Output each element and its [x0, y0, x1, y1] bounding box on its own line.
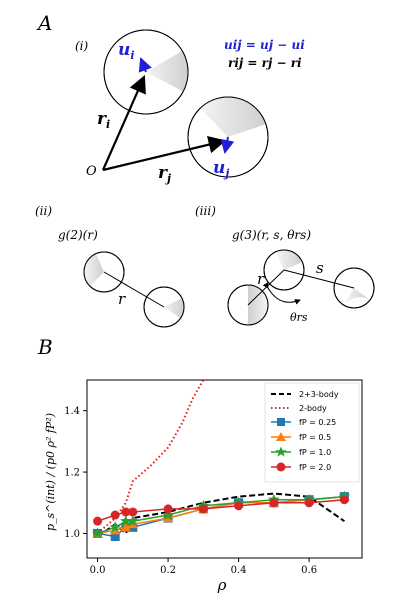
point-s4-2	[120, 515, 132, 526]
label-r-j: rj	[158, 163, 171, 185]
sub-label-ii: (ii)	[35, 204, 52, 218]
series-line-3	[97, 495, 345, 535]
label-u-j: uj	[213, 158, 229, 180]
axis-ticks: 0.0 0.2 0.4 0.6 1.0 1.2 1.4	[64, 406, 317, 576]
g3-label: g(3)(r, s, θrs)	[232, 228, 311, 242]
legend-label-fp1: fP = 1.0	[299, 448, 331, 457]
point-s5-8	[304, 498, 314, 508]
r-label-iii: r	[257, 270, 265, 288]
equation-r: rij = rj − ri	[228, 56, 302, 70]
legend-label-fp025: fP = 0.25	[299, 418, 336, 427]
theta-label-iii: θrs	[290, 311, 308, 324]
label-r-i: ri	[97, 109, 110, 131]
series-line-1	[96, 380, 205, 535]
legend-label-2body: 2-body	[299, 404, 327, 413]
series-line-4	[97, 495, 345, 535]
plot-frame	[86, 379, 363, 559]
point-s5-3	[128, 507, 138, 517]
panel-b-letter: B	[37, 335, 53, 359]
x-tick-label-2: 0.4	[231, 565, 247, 576]
point-s4-4	[162, 509, 174, 520]
x-tick-label-3: 0.6	[301, 565, 317, 576]
y-tick-label-2: 1.4	[64, 406, 80, 417]
y-tick-label-1: 1.2	[64, 468, 80, 479]
legend-swatch-fp1	[275, 446, 287, 457]
series-layer	[91, 380, 351, 542]
panel-a-letter: A	[36, 11, 52, 35]
point-s5-5	[198, 504, 208, 514]
point-s5-7	[269, 498, 279, 508]
label-origin: O	[86, 164, 97, 179]
legend-swatch-fp025	[277, 418, 285, 426]
vector-r-i	[101, 74, 146, 171]
point-s4-1	[109, 521, 121, 533]
point-s5-9	[339, 495, 349, 505]
x-tick-label-0: 0.0	[90, 565, 106, 576]
point-s5-4	[163, 504, 173, 514]
point-s4-0	[91, 527, 104, 539]
legend-label-2plus3body: 2+3-body	[299, 390, 339, 399]
point-s5-2	[121, 507, 131, 517]
s-label-iii: s	[316, 259, 324, 277]
pair-ii	[83, 251, 185, 328]
vector-u-i	[138, 57, 152, 73]
legend-label-fp2: fP = 2.0	[299, 463, 331, 472]
particle-j	[187, 96, 269, 178]
point-s5-0	[93, 516, 103, 526]
point-s3-2	[120, 522, 131, 532]
label-u-i: ui	[118, 40, 135, 62]
point-s5-1	[110, 510, 120, 520]
x-axis-label: ρ	[217, 576, 227, 594]
sub-label-i: (i)	[75, 39, 89, 53]
vector-u-j	[220, 136, 235, 154]
triplet-iii	[227, 249, 375, 326]
x-tick-label-1: 0.2	[160, 565, 176, 576]
legend-swatch-fp2	[276, 462, 286, 472]
r-label-ii: r	[118, 290, 126, 308]
particle-i	[103, 29, 189, 115]
legend: 2+3-body 2-body fP = 0.25 fP = 0.5 fP = …	[264, 382, 360, 483]
point-s5-6	[234, 501, 244, 511]
sub-label-iii: (iii)	[195, 204, 216, 218]
y-tick-label-0: 1.0	[64, 529, 80, 540]
vector-r-j	[102, 136, 227, 172]
legend-label-fp05: fP = 0.5	[299, 433, 331, 442]
point-s4-3	[127, 515, 139, 526]
y-axis-label: p_s^(int) / (p0 ρ² fP²)	[44, 413, 57, 531]
legend-swatch-fp05	[276, 432, 286, 441]
g2-label: g(2)(r)	[58, 228, 98, 242]
series-line-5	[97, 498, 345, 522]
equation-u: uij = uj − ui	[224, 38, 305, 52]
point-s2-1	[110, 532, 120, 542]
chart-b: 0.0 0.2 0.4 0.6 1.0 1.2 1.4 2+3-body 2-body fP…	[44, 379, 363, 594]
